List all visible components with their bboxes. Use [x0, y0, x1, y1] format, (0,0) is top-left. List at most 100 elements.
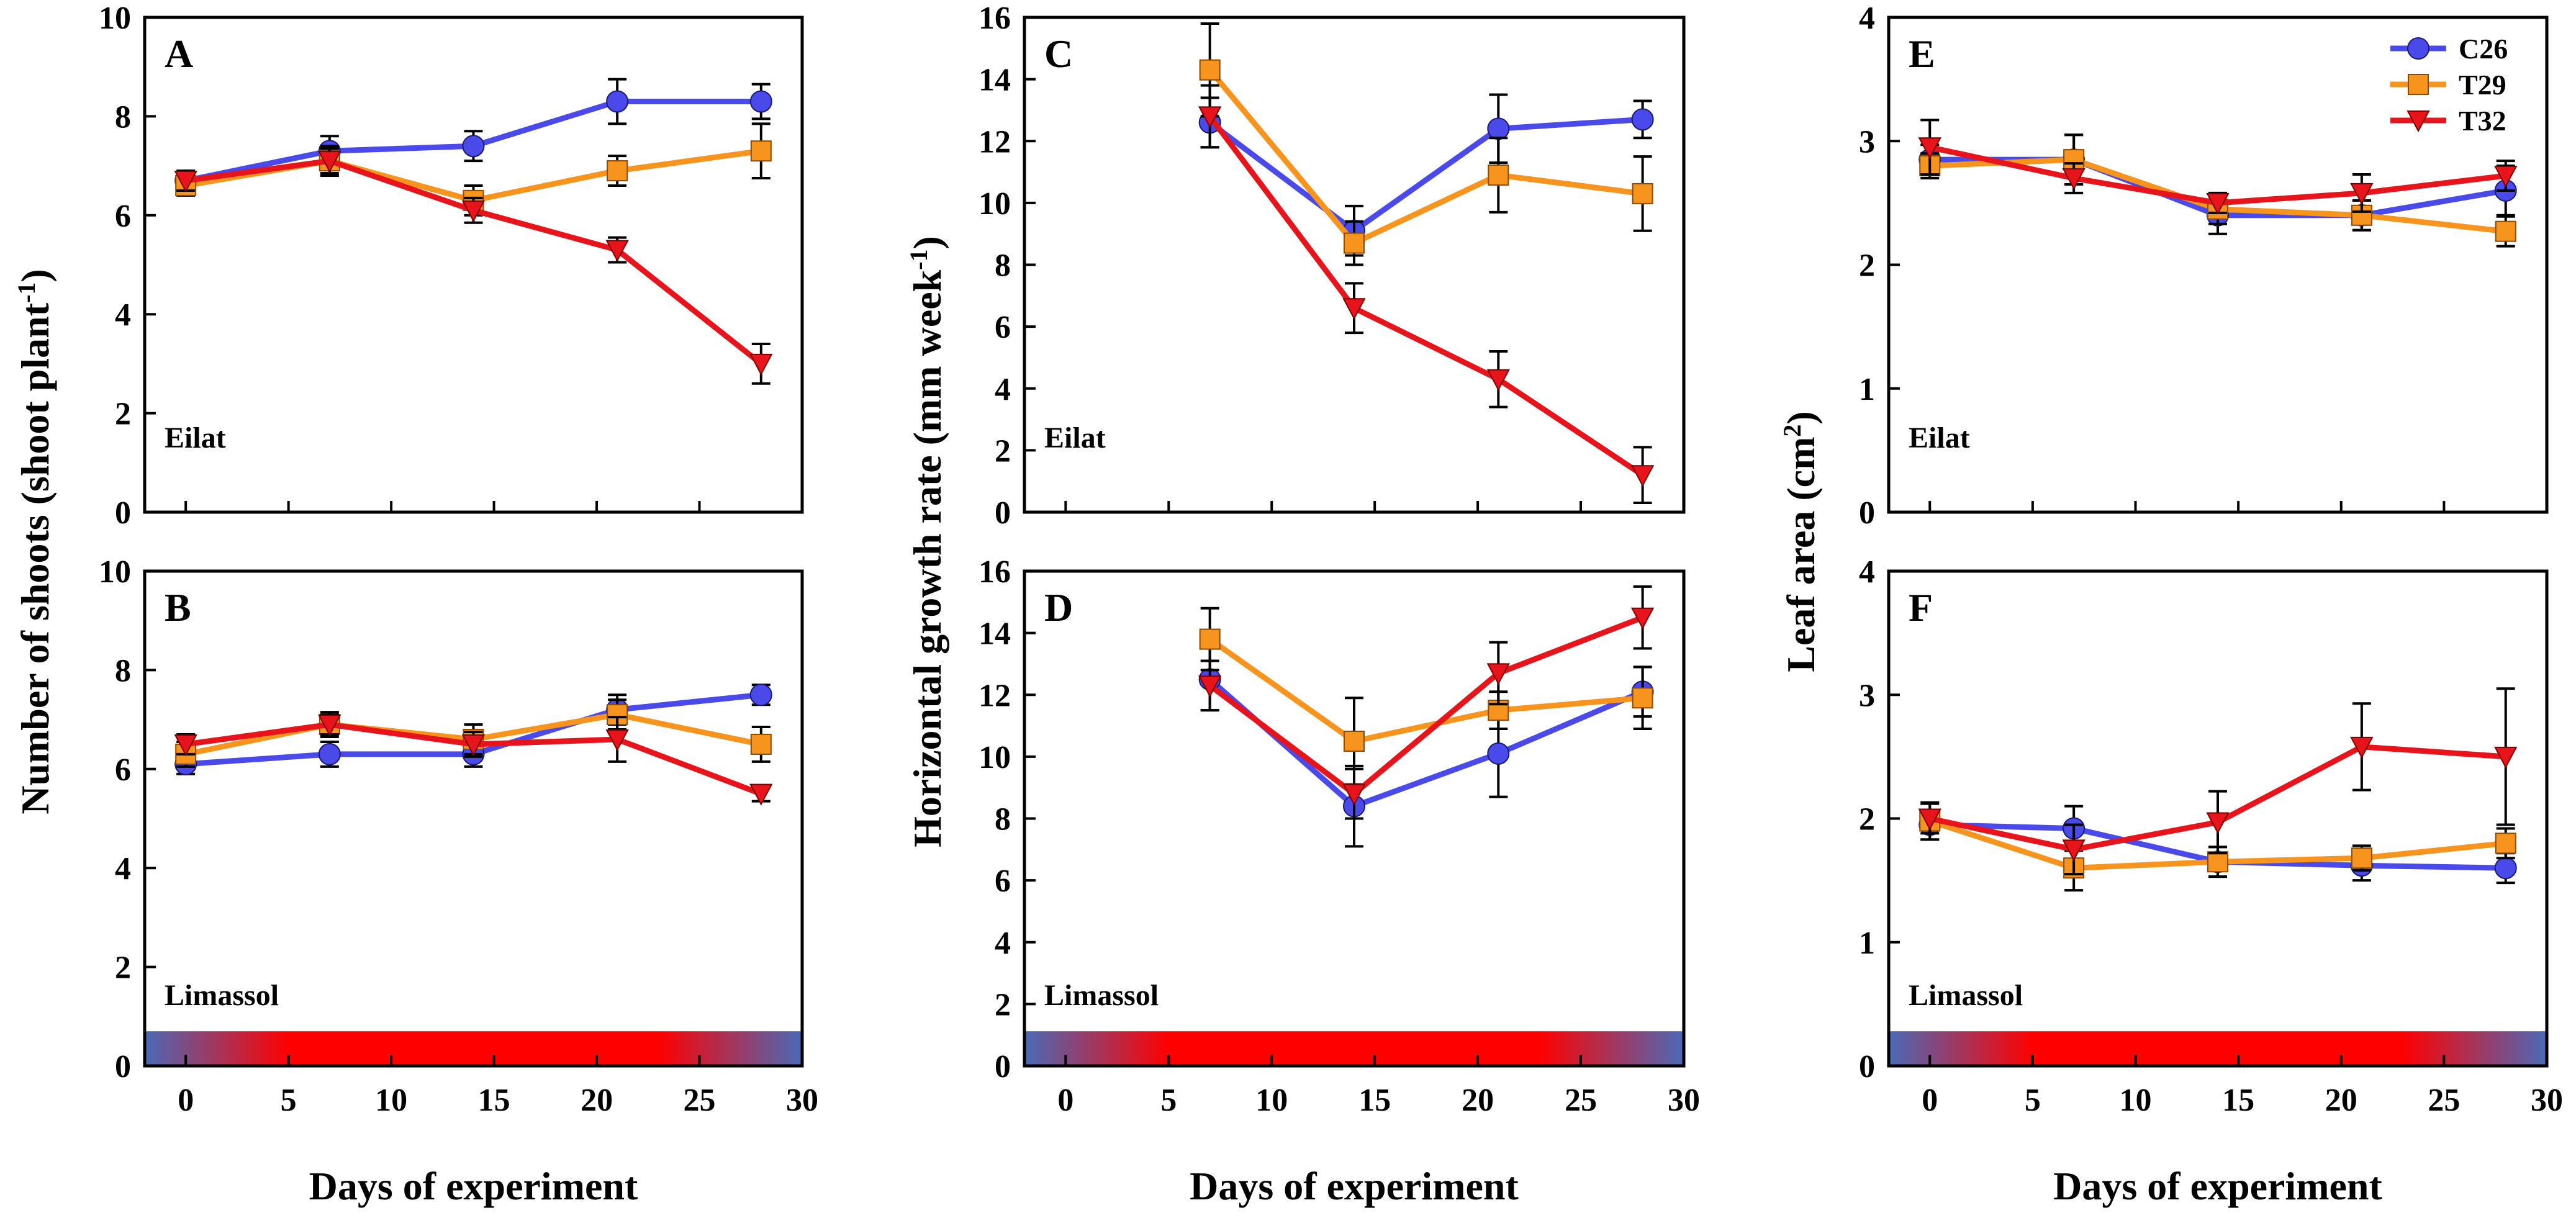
y-axis-title: Leaf area (cm2): [1778, 411, 1824, 672]
y-tick-label: 4: [115, 297, 131, 333]
panel-f: 0 1 2 3 4 0 5 10 15 20 25 30 F Limassol Days of experi…: [1859, 554, 2563, 1208]
series-t29: [1199, 22, 1653, 266]
data-point: [1486, 369, 1510, 391]
y-tick-label: 12: [978, 678, 1011, 713]
data-point: [2350, 183, 2374, 205]
site-label: Eilat: [165, 422, 226, 454]
data-point: [750, 140, 772, 162]
y-tick-label: 1: [1859, 926, 1875, 961]
data-point: [2062, 168, 2086, 191]
y-tick-label: 0: [115, 1049, 131, 1085]
data-point: [2206, 192, 2230, 215]
data-point: [1630, 607, 1655, 629]
series-c26: [1198, 93, 1654, 257]
data-point: [1486, 663, 1510, 685]
y-tick-label: 8: [995, 248, 1011, 284]
series-line: [1208, 116, 1643, 234]
series-t29: [1199, 607, 1653, 786]
data-point: [1918, 808, 1941, 831]
legend-item-c26: C26: [2390, 33, 2508, 65]
legend-marker: [2407, 37, 2429, 60]
y-tick-label: 2: [115, 397, 131, 432]
series-line: [1208, 677, 1644, 810]
temperature-bar: [1889, 1031, 2547, 1066]
y-tick-label: 3: [1859, 678, 1875, 713]
data-point: [318, 742, 341, 765]
y-tick-label: 0: [115, 495, 131, 531]
data-point: [461, 734, 486, 757]
y-tick-label: 0: [995, 1049, 1011, 1085]
y-tick-label: 6: [995, 310, 1011, 345]
data-point: [174, 734, 197, 757]
x-tick-label: 25: [684, 1083, 716, 1118]
x-tick-label: 25: [1565, 1083, 1597, 1118]
data-point: [607, 160, 628, 182]
x-tick-label: 0: [178, 1083, 194, 1118]
legend-item-t29: T29: [2390, 69, 2506, 101]
data-point: [461, 200, 486, 222]
y-tick-label: 8: [995, 802, 1011, 837]
y-tick-label: 6: [115, 752, 131, 788]
site-label: Eilat: [1909, 422, 1970, 454]
x-tick-label: 0: [1057, 1083, 1073, 1118]
data-point: [1632, 687, 1653, 709]
site-label: Limassol: [1909, 979, 2023, 1012]
panel-d: 0 2 4 6 8 10 12 14 16 0 5 10 15 20 25 30 D Limassol Days o…: [978, 554, 1700, 1208]
site-label: Eilat: [1044, 422, 1106, 454]
data-point: [2495, 220, 2516, 242]
x-tick-label: 20: [1462, 1083, 1494, 1118]
series-line: [1208, 68, 1643, 246]
legend-label: T29: [2459, 69, 2506, 101]
x-tick-label: 5: [2025, 1083, 2041, 1118]
x-tick-label: 15: [2222, 1083, 2254, 1118]
x-tick-label: 15: [1358, 1083, 1391, 1118]
panel-letter: B: [165, 585, 191, 629]
panel-letter: E: [1909, 32, 1935, 76]
y-tick-label: 2: [115, 950, 131, 986]
legend-label: T32: [2459, 105, 2506, 137]
series-t32: [174, 147, 773, 385]
data-point: [606, 90, 629, 113]
plot-frame: [143, 16, 804, 514]
x-tick-label: 20: [2325, 1083, 2357, 1118]
y-tick-label: 0: [1859, 1049, 1875, 1085]
legend: C26 T29 T32: [2390, 33, 2508, 137]
y-tick-label: 10: [978, 186, 1011, 222]
data-point: [2206, 812, 2230, 834]
x-tick-label: 20: [581, 1083, 613, 1118]
y-tick-label: 4: [995, 926, 1011, 961]
series-t32: [1198, 84, 1655, 505]
data-point: [1198, 106, 1222, 129]
y-axis-title: Horizontal growth rate (mm week-1): [905, 236, 950, 847]
data-point: [1199, 628, 1221, 650]
series-t32: [1198, 585, 1655, 820]
data-point: [318, 715, 341, 737]
series-line: [1208, 615, 1644, 797]
y-tick-label: 14: [978, 616, 1011, 652]
y-tick-label: 6: [115, 199, 131, 234]
y-tick-label: 4: [1859, 1, 1875, 36]
x-tick-label: 0: [1922, 1083, 1938, 1118]
data-point: [1630, 465, 1655, 487]
series-t32: [1918, 687, 2518, 876]
data-point: [1487, 117, 1510, 140]
temperature-bar: [145, 1031, 802, 1066]
data-point: [605, 240, 629, 262]
panel-c: 0 2 4 6 8 10 12 14 16 C Eilat Horizontal growth rat…: [905, 1, 1686, 847]
data-point: [174, 171, 197, 193]
data-point: [462, 135, 485, 158]
data-point: [1199, 59, 1221, 81]
data-point: [1488, 165, 1509, 186]
data-point: [1342, 783, 1366, 806]
x-tick-label: 10: [2120, 1083, 2152, 1118]
legend-marker: [2408, 74, 2429, 95]
y-tick-label: 4: [115, 851, 131, 886]
y-axis-title: Number of shoots (shoot plant-1): [12, 269, 58, 814]
legend-item-t32: T32: [2390, 105, 2506, 137]
y-tick-label: 4: [995, 372, 1011, 407]
data-point: [1198, 675, 1222, 698]
panel-a: 0 2 4 6 8 10 A Eilat Number of shoots (shoot pla…: [12, 1, 804, 814]
data-point: [1344, 730, 1365, 752]
